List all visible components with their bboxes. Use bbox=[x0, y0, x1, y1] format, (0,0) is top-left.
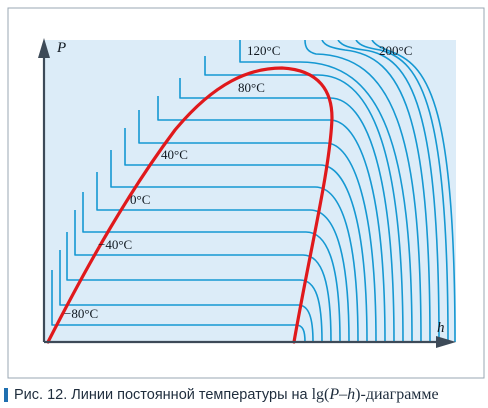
isotherm-label-minus-80: −80°C bbox=[64, 306, 98, 321]
isotherm-line bbox=[179, 78, 395, 342]
isotherm-line bbox=[321, 40, 431, 342]
caption-formula: lg(P–h)-диаграмме bbox=[312, 386, 439, 404]
lgph-diagram: P h −80°C −40°C 0°C 40°C 80°C 120°C 200°… bbox=[7, 7, 485, 379]
formula-dash: – bbox=[339, 386, 348, 403]
isotherm-line bbox=[110, 150, 359, 342]
isotherm-line bbox=[204, 56, 404, 342]
x-axis-arrow-icon bbox=[436, 336, 456, 348]
formula-prefix: lg( bbox=[311, 386, 330, 403]
isotherm-label-200: 200°C bbox=[379, 43, 412, 58]
isotherm-line bbox=[138, 110, 377, 342]
isotherm-line bbox=[96, 172, 350, 342]
diagram-panel: P h −80°C −40°C 0°C 40°C 80°C 120°C 200°… bbox=[7, 7, 485, 379]
formula-h: h bbox=[347, 386, 356, 403]
isotherm-line bbox=[337, 40, 440, 342]
y-axis-arrow-icon bbox=[38, 38, 50, 58]
isotherm-line bbox=[82, 192, 341, 342]
isotherm-label-80: 80°C bbox=[238, 80, 265, 95]
isotherm-line bbox=[239, 40, 413, 342]
isotherm-line bbox=[355, 40, 449, 342]
isotherm-label-40: 40°C bbox=[161, 147, 188, 162]
figure-caption: Рис. 12. Линии постоянной температуры на… bbox=[4, 385, 488, 405]
isotherm-label-120: 120°C bbox=[247, 43, 280, 58]
isotherm-label-0: 0°C bbox=[130, 192, 150, 207]
caption-text: Рис. 12. Линии постоянной температуры на bbox=[14, 387, 308, 403]
caption-bar-icon bbox=[4, 388, 8, 402]
isotherm-lines bbox=[51, 40, 456, 342]
isotherm-label-minus-40: −40°C bbox=[98, 237, 132, 252]
saturation-curve bbox=[46, 66, 334, 344]
isotherm-line bbox=[59, 250, 314, 342]
isotherm-line bbox=[124, 128, 368, 342]
isotherm-line bbox=[74, 210, 332, 342]
isotherm-line bbox=[66, 232, 323, 342]
isotherm-line bbox=[304, 40, 422, 342]
axes bbox=[38, 38, 456, 348]
plot-background bbox=[44, 40, 456, 342]
y-axis-label: P bbox=[56, 40, 66, 56]
x-axis-label: h bbox=[437, 320, 445, 336]
formula-suffix: )-диаграмме bbox=[355, 386, 439, 403]
formula-p: P bbox=[329, 386, 340, 403]
isotherm-line bbox=[371, 40, 456, 342]
